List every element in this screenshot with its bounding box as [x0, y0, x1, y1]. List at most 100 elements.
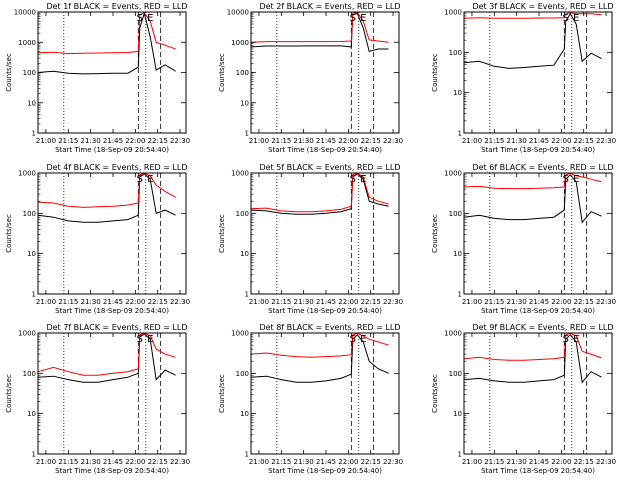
- plot-frame: [250, 332, 400, 455]
- end-marker-label: E: [360, 174, 366, 185]
- x-tick-label: 21:00: [462, 137, 482, 145]
- x-axis-label: Start Time (18-Sep-09 20:54:40): [55, 146, 169, 154]
- y-tick-label: 100: [449, 49, 462, 57]
- y-tick-label: 10000: [14, 9, 36, 17]
- x-tick-label: 22:00: [551, 298, 571, 306]
- x-tick-label: 21:15: [271, 137, 291, 145]
- x-tick-label: 22:30: [383, 298, 403, 306]
- x-tick-label: 22:00: [125, 458, 145, 466]
- x-tick-label: 21:30: [294, 458, 314, 466]
- x-tick-label: 21:45: [103, 137, 123, 145]
- x-tick-label: 22:30: [596, 458, 616, 466]
- start-marker-label: S: [350, 334, 356, 345]
- chart-title: Det 7f BLACK = Events, RED = LLD: [46, 323, 187, 332]
- x-tick-label: 22:00: [125, 137, 145, 145]
- chart-title: Det 9f BLACK = Events, RED = LLD: [472, 323, 613, 332]
- x-tick-label: 21:00: [36, 137, 56, 145]
- y-tick-label: 1000: [444, 330, 462, 338]
- y-tick-label: 10: [240, 410, 249, 418]
- y-axis-label: Counts/sec: [431, 374, 439, 413]
- x-tick-label: 21:30: [81, 137, 101, 145]
- x-tick-label: 21:15: [271, 458, 291, 466]
- y-tick-label: 1000: [231, 39, 249, 47]
- events-series-line: [250, 173, 389, 215]
- x-axis-label: Start Time (18-Sep-09 20:54:40): [55, 307, 169, 315]
- x-tick-label: 21:45: [529, 458, 549, 466]
- x-tick-label: 22:00: [125, 298, 145, 306]
- x-tick-label: 21:30: [81, 298, 101, 306]
- chart-title: Det 1f BLACK = Events, RED = LLD: [46, 2, 187, 11]
- y-tick-label: 100: [449, 370, 462, 378]
- x-tick-label: 21:15: [58, 298, 78, 306]
- x-axis-label: Start Time (18-Sep-09 20:54:40): [55, 467, 169, 475]
- events-series-line: [463, 174, 602, 224]
- x-tick-label: 22:30: [170, 298, 190, 306]
- y-tick-label: 100: [23, 370, 36, 378]
- end-marker-label: E: [573, 174, 579, 185]
- y-tick-label: 10: [240, 99, 249, 107]
- end-marker-label: E: [360, 13, 366, 24]
- end-marker-label: E: [147, 334, 153, 345]
- x-axis-label: Start Time (18-Sep-09 20:54:40): [481, 307, 595, 315]
- x-tick-label: 22:30: [170, 137, 190, 145]
- chart-title: Det 2f BLACK = Events, RED = LLD: [259, 2, 400, 11]
- x-tick-label: 21:00: [249, 458, 269, 466]
- plot-frame: [37, 172, 187, 295]
- x-tick-label: 21:15: [271, 298, 291, 306]
- x-tick-label: 21:45: [103, 298, 123, 306]
- x-tick-label: 21:45: [316, 298, 336, 306]
- x-tick-label: 22:15: [361, 137, 381, 145]
- y-tick-label: 10: [453, 89, 462, 97]
- y-tick-label: 1: [458, 451, 462, 459]
- y-tick-label: 100: [449, 210, 462, 218]
- y-axis-label: Counts/sec: [5, 53, 13, 92]
- lld-series-line: [250, 172, 389, 213]
- end-marker-label: E: [147, 174, 153, 185]
- x-tick-label: 21:30: [81, 458, 101, 466]
- x-tick-label: 22:00: [338, 298, 358, 306]
- x-tick-label: 22:00: [551, 458, 571, 466]
- lld-series-line: [250, 11, 389, 43]
- events-series-line: [37, 333, 176, 383]
- events-series-line: [250, 12, 389, 53]
- x-tick-label: 21:00: [36, 458, 56, 466]
- plot-frame: [250, 172, 400, 295]
- x-tick-label: 22:30: [383, 458, 403, 466]
- y-axis-label: Counts/sec: [218, 53, 226, 92]
- x-tick-label: 22:30: [383, 137, 403, 145]
- end-marker-label: E: [573, 13, 579, 24]
- lld-series-line: [37, 332, 176, 376]
- x-tick-label: 22:30: [596, 298, 616, 306]
- events-series-line: [37, 173, 176, 223]
- start-marker-label: S: [137, 13, 143, 24]
- y-tick-label: 1000: [231, 170, 249, 178]
- y-tick-label: 100: [23, 210, 36, 218]
- x-tick-label: 22:15: [574, 458, 594, 466]
- x-tick-label: 21:00: [462, 458, 482, 466]
- plot-frame: [37, 332, 187, 455]
- x-axis-label: Start Time (18-Sep-09 20:54:40): [268, 146, 382, 154]
- plot-frame: [463, 172, 613, 295]
- x-axis-label: Start Time (18-Sep-09 20:54:40): [481, 467, 595, 475]
- lld-series-line: [463, 172, 602, 190]
- y-tick-label: 10: [27, 250, 36, 258]
- y-tick-label: 100: [236, 69, 249, 77]
- y-tick-label: 10000: [227, 9, 249, 17]
- x-tick-label: 22:30: [170, 458, 190, 466]
- start-marker-label: S: [563, 13, 569, 24]
- lld-series-line: [463, 332, 602, 361]
- x-axis-label: Start Time (18-Sep-09 20:54:40): [268, 307, 382, 315]
- x-tick-label: 22:15: [148, 298, 168, 306]
- y-tick-label: 10: [453, 410, 462, 418]
- x-tick-label: 21:30: [294, 137, 314, 145]
- start-marker-label: S: [350, 13, 356, 24]
- y-axis-label: Counts/sec: [5, 374, 13, 413]
- y-tick-label: 100: [236, 210, 249, 218]
